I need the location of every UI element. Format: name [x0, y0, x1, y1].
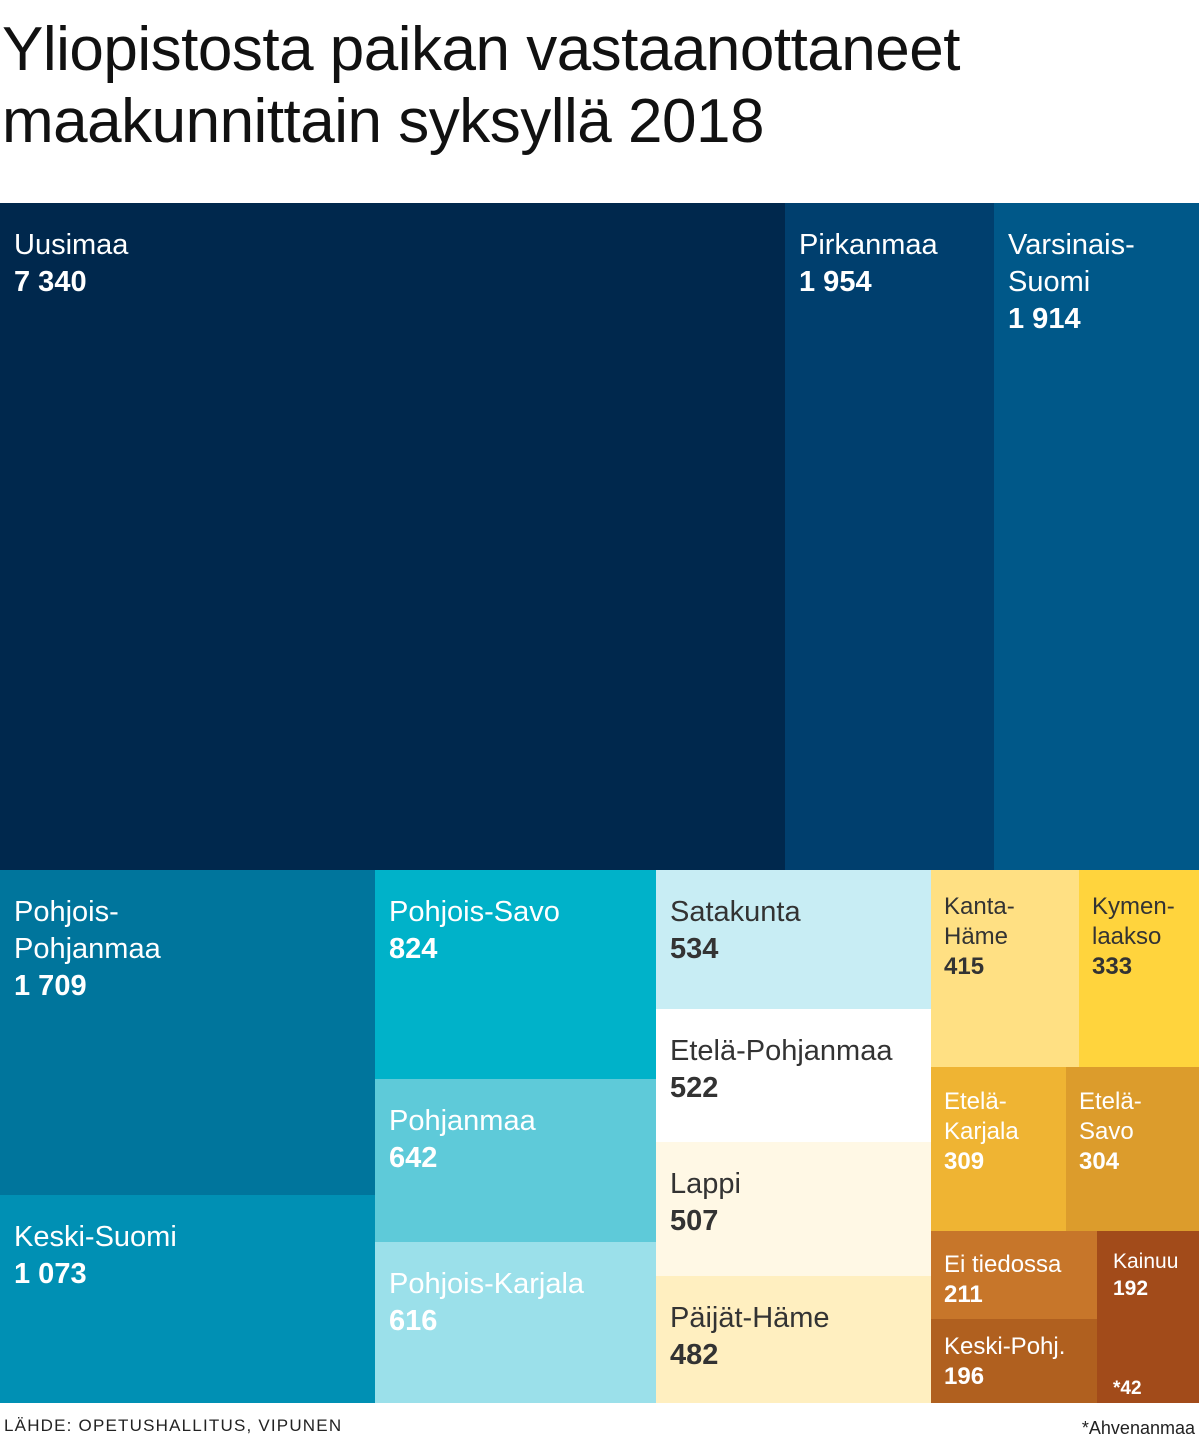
treemap-cell-label: Pirkanmaa 1 954: [799, 227, 938, 301]
treemap-cell-name: Satakunta: [670, 896, 801, 928]
treemap-cell-value: 415: [944, 953, 985, 980]
treemap-cell-name: Kymen- laakso: [1092, 893, 1175, 950]
treemap-cell: Päijät-Häme 482: [656, 1276, 931, 1403]
treemap-cell-value: 211: [944, 1281, 983, 1308]
treemap-cell-label: Pohjanmaa 642: [389, 1103, 536, 1177]
treemap-cell-label: Kainuu 192: [1113, 1248, 1178, 1302]
treemap-cell-value: 192: [1113, 1277, 1149, 1300]
treemap-cell-label: Satakunta 534: [670, 894, 801, 968]
treemap-cell-label: Varsinais- Suomi 1 914: [1008, 227, 1135, 338]
treemap-cell-name: Varsinais- Suomi: [1008, 229, 1135, 298]
treemap-cell-value: 1 709: [14, 970, 87, 1002]
treemap-cell-label: *42: [1113, 1377, 1142, 1401]
treemap-cell-value: 642: [389, 1142, 438, 1174]
treemap-cell-name: Kainuu: [1113, 1250, 1179, 1273]
treemap-cell: Varsinais- Suomi 1 914: [994, 203, 1199, 870]
treemap-cell-value: *42: [1113, 1378, 1142, 1399]
treemap-cell-name: Keski-Suomi: [14, 1221, 177, 1253]
treemap-cell-value: 534: [670, 933, 719, 965]
treemap-cell-name: Etelä- Savo: [1079, 1088, 1142, 1145]
chart-title: Yliopistosta paikan vastaanottaneet maak…: [2, 15, 960, 156]
treemap-cell-value: 522: [670, 1072, 719, 1104]
treemap-cell-value: 304: [1079, 1148, 1120, 1175]
treemap-cell-value: 1 914: [1008, 303, 1081, 335]
treemap-cell-name: Lappi: [670, 1168, 741, 1200]
treemap-cell: Pohjois- Pohjanmaa 1 709: [0, 870, 375, 1195]
treemap-cell-label: Kymen- laakso 333: [1092, 892, 1175, 982]
treemap-cell-name: Pohjois-Karjala: [389, 1268, 585, 1300]
treemap-cell-label: Ei tiedossa 211: [944, 1250, 1061, 1310]
treemap-cell-name: Etelä- Karjala: [944, 1088, 1019, 1145]
treemap-cell-label: Lappi 507: [670, 1166, 741, 1240]
treemap-cell: *42: [1097, 1373, 1199, 1403]
treemap-cell-label: Keski-Pohj. 196: [944, 1332, 1065, 1392]
treemap-cell-name: Keski-Pohj.: [944, 1333, 1066, 1360]
treemap-cell-name: Uusimaa: [14, 229, 129, 261]
treemap-cell-label: Keski-Suomi 1 073: [14, 1219, 177, 1293]
treemap-cell-label: Pohjois-Karjala 616: [389, 1266, 584, 1340]
treemap-cell: Kainuu 192: [1097, 1231, 1199, 1373]
treemap-cell: Keski-Suomi 1 073: [0, 1195, 375, 1403]
treemap-cell-value: 824: [389, 933, 438, 965]
treemap-cell-value: 196: [944, 1363, 985, 1390]
treemap-cell-label: Kanta- Häme 415: [944, 892, 1015, 982]
treemap-cell-value: 1 073: [14, 1258, 87, 1290]
treemap-cell: Etelä- Karjala 309: [931, 1067, 1066, 1231]
treemap-cell-label: Uusimaa 7 340: [14, 227, 128, 301]
source-note: LÄHDE: OPETUSHALLITUS, VIPUNEN: [4, 1416, 343, 1435]
treemap-cell: Kymen- laakso 333: [1079, 870, 1199, 1067]
treemap-cell-name: Pirkanmaa: [799, 229, 938, 261]
treemap-cell-label: Etelä- Karjala 309: [944, 1087, 1019, 1177]
treemap-cell-name: Etelä-Pohjanmaa: [670, 1035, 893, 1067]
treemap-cell: Pohjois-Savo 824: [375, 870, 656, 1079]
treemap-cell-name: Päijät-Häme: [670, 1302, 830, 1334]
treemap-cell-value: 616: [389, 1305, 438, 1337]
treemap-cell: Lappi 507: [656, 1142, 931, 1276]
treemap-cell-name: Pohjanmaa: [389, 1105, 536, 1137]
footnote: *Ahvenanmaa: [1081, 1418, 1195, 1438]
treemap-cell-name: Pohjois-Savo: [389, 896, 560, 928]
treemap-cell-label: Etelä- Savo 304: [1079, 1087, 1142, 1177]
treemap-cell: Kanta- Häme 415: [931, 870, 1079, 1067]
treemap-cell-label: Päijät-Häme 482: [670, 1300, 830, 1374]
treemap-cell: Pohjanmaa 642: [375, 1079, 656, 1242]
treemap-cell-value: 309: [944, 1148, 985, 1175]
treemap-cell: Ei tiedossa 211: [931, 1231, 1097, 1319]
treemap-cell: Uusimaa 7 340: [0, 203, 785, 870]
treemap-cell-value: 333: [1092, 953, 1133, 980]
treemap-cell-value: 507: [670, 1205, 719, 1237]
treemap-cell-name: Ei tiedossa: [944, 1251, 1062, 1278]
treemap-cell: Satakunta 534: [656, 870, 931, 1009]
treemap-cell-label: Pohjois- Pohjanmaa 1 709: [14, 894, 161, 1005]
treemap-cell: Etelä-Pohjanmaa 522: [656, 1009, 931, 1142]
treemap-cell: Etelä- Savo 304: [1066, 1067, 1199, 1231]
treemap-cell-value: 1 954: [799, 266, 872, 298]
treemap-cell: Keski-Pohj. 196: [931, 1319, 1097, 1403]
treemap-cell-value: 482: [670, 1339, 719, 1371]
treemap-cell-name: Pohjois- Pohjanmaa: [14, 896, 161, 965]
treemap-cell-value: 7 340: [14, 266, 87, 298]
treemap-cell: Pirkanmaa 1 954: [785, 203, 994, 870]
treemap-cell: Pohjois-Karjala 616: [375, 1242, 656, 1403]
treemap-cell-name: Kanta- Häme: [944, 893, 1015, 950]
treemap-cell-label: Etelä-Pohjanmaa 522: [670, 1033, 892, 1107]
treemap-cell-label: Pohjois-Savo 824: [389, 894, 560, 968]
